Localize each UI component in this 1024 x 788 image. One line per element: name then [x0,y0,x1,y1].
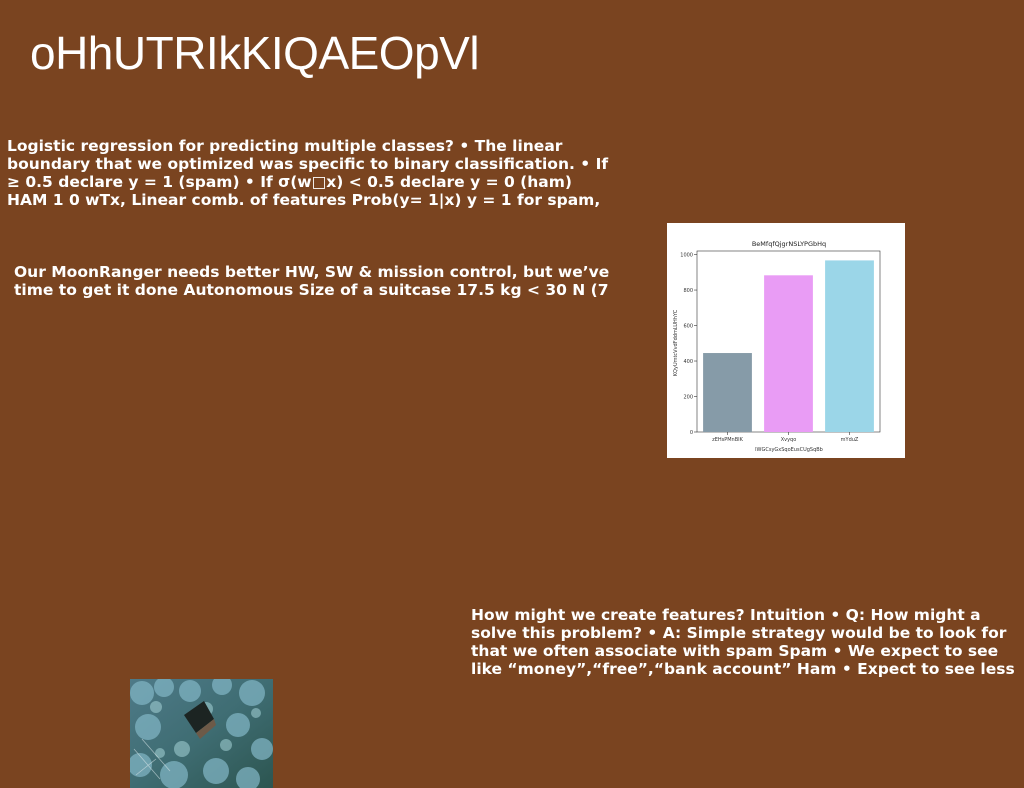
forest-photo-image [130,679,273,788]
chart-title: BeMfqfQjgrNSLYPGbHq [752,240,826,248]
y-tick-label: 600 [683,323,693,329]
chart-plot-area: 0 200 400 600 800 1000 zEHsPMnBIK Xvyqo mYduZ [680,250,881,443]
text-line: that we often associate with spam Spam •… [471,642,999,660]
forest-aerial-photo [130,679,273,788]
y-tick-label: 200 [683,394,693,400]
y-tick-label: 400 [683,359,693,365]
text-line: HAM 1 0 wTx, Linear comb. of features Pr… [7,191,601,209]
bar-mYduZ [825,260,874,432]
x-tick-label: mYduZ [841,437,859,443]
text-line: ≥ 0.5 declare y = 1 (spam) • If σ(w□x) <… [7,173,572,191]
x-tick-label: zEHsPMnBIK [712,437,744,443]
y-tick-label: 800 [683,288,693,294]
features-paragraph: How might we create features? Intuition … [471,606,1015,678]
chart-y-axis-label: KQyUmtcVvdFddmLUHhYC [673,309,679,376]
logistic-regression-paragraph: Logistic regression for predicting multi… [7,137,608,209]
y-tick-label: 0 [690,430,693,436]
text-line: boundary that we optimized was specific … [7,155,609,173]
bar-Xvyqo [764,275,813,432]
bar-zEHsPMnBIK [703,353,752,432]
chart-x-axis-label: lWGCsyGxSqoEusCUgSqBb [755,447,823,453]
text-line: Our MoonRanger needs better HW, SW & mis… [14,263,610,281]
x-tick-label: Xvyqo [781,437,797,443]
text-line: like “money”,“free”,“bank account” Ham •… [471,660,1015,678]
text-line: time to get it done Autonomous Size of a… [14,281,609,299]
text-line: Logistic regression for predicting multi… [7,137,563,155]
text-line: How might we create features? Intuition … [471,606,981,624]
slide-title: oHhUTRIkKIQAEOpVl [30,27,480,79]
moonranger-paragraph: Our MoonRanger needs better HW, SW & mis… [14,263,609,299]
bar-chart-svg: BeMfqfQjgrNSLYPGbHq lWGCsyGxSqoEusCUgSqB… [673,240,881,453]
text-line: solve this problem? • A: Simple strategy… [471,624,1007,642]
bar-chart: BeMfqfQjgrNSLYPGbHq lWGCsyGxSqoEusCUgSqB… [667,223,905,458]
y-tick-label: 1000 [680,252,693,258]
